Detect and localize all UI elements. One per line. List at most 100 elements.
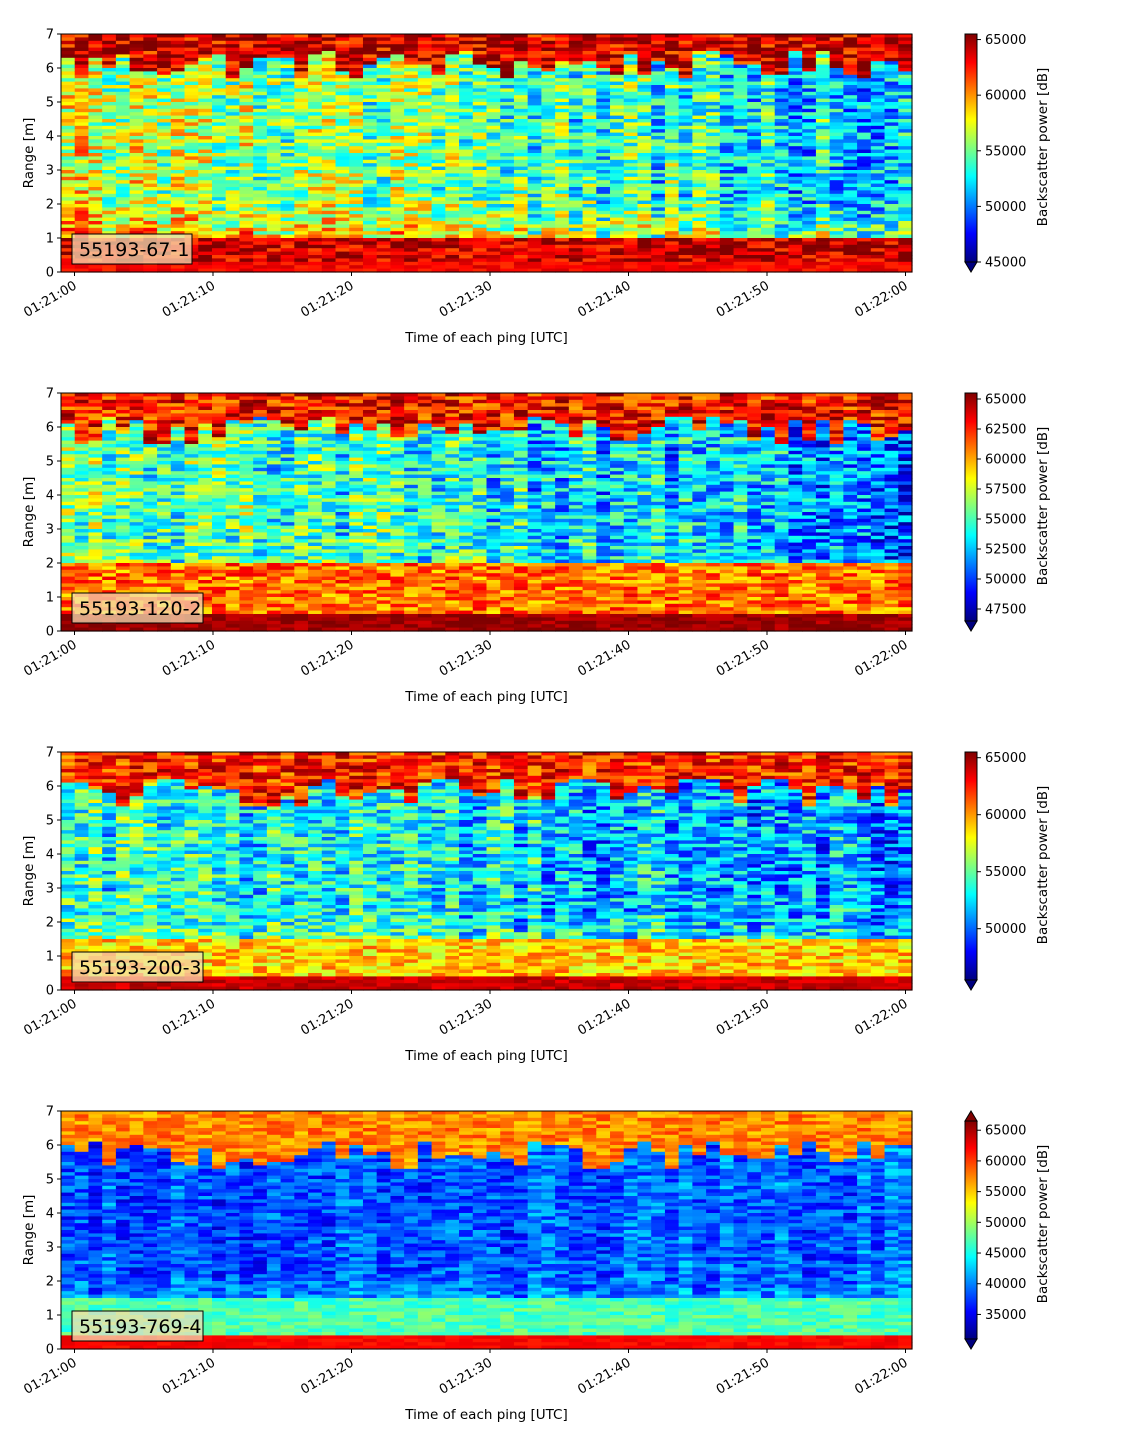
- heatmap-cell: [362, 234, 378, 239]
- heatmap-cell: [459, 44, 474, 49]
- heatmap-cell: [115, 163, 131, 168]
- heatmap-cell: [582, 163, 597, 168]
- heatmap-cell: [651, 108, 666, 113]
- heatmap-cell: [761, 173, 776, 178]
- heatmap-cell: [555, 217, 570, 222]
- heatmap-cell: [527, 54, 543, 59]
- heatmap-cell: [170, 85, 186, 89]
- heatmap-cell: [802, 47, 817, 52]
- heatmap-cell: [651, 207, 666, 212]
- heatmap-cell: [513, 153, 529, 157]
- heatmap-cell: [445, 258, 460, 263]
- heatmap-cell: [706, 156, 721, 161]
- heatmap-cell: [61, 193, 76, 198]
- heatmap-cell: [692, 37, 707, 42]
- heatmap-cell: [486, 244, 501, 249]
- heatmap-cell: [61, 508, 76, 513]
- heatmap-cell: [102, 214, 117, 219]
- heatmap-cell: [623, 98, 639, 103]
- heatmap-cell: [321, 57, 337, 62]
- heatmap-cell: [527, 129, 543, 134]
- heatmap-cell: [459, 81, 474, 86]
- heatmap-cell: [170, 416, 186, 421]
- heatmap-cell: [239, 146, 254, 151]
- heatmap-cell: [88, 122, 103, 127]
- heatmap-cell: [678, 217, 693, 222]
- heatmap-cell: [417, 261, 433, 266]
- heatmap-cell: [802, 105, 817, 110]
- heatmap-cell: [678, 159, 693, 164]
- heatmap-cell: [582, 197, 597, 202]
- heatmap-cell: [802, 210, 817, 215]
- heatmap-cell: [733, 197, 748, 202]
- heatmap-cell: [582, 98, 597, 103]
- heatmap-cell: [623, 47, 639, 52]
- heatmap-cell: [198, 85, 213, 89]
- heatmap-cell: [170, 156, 186, 161]
- heatmap-cell: [472, 139, 488, 144]
- heatmap-cell: [884, 217, 899, 222]
- heatmap-cell: [61, 620, 76, 625]
- heatmap-cell: [266, 112, 282, 117]
- heatmap-cell: [500, 85, 515, 89]
- heatmap-cell: [390, 190, 405, 195]
- heatmap-cell: [774, 105, 790, 110]
- heatmap-cell: [225, 34, 241, 38]
- heatmap-cell: [774, 183, 790, 188]
- heatmap-cell: [184, 51, 199, 55]
- heatmap-cell: [500, 241, 515, 246]
- heatmap-cell: [115, 227, 131, 232]
- heatmap-cell: [308, 108, 323, 113]
- heatmap-cell: [184, 149, 199, 154]
- heatmap-cell: [266, 34, 282, 38]
- heatmap-cell: [788, 146, 803, 151]
- heatmap-cell: [651, 95, 666, 100]
- heatmap-cell: [582, 261, 597, 266]
- heatmap-cell: [239, 227, 254, 232]
- heatmap-cell: [733, 81, 748, 86]
- heatmap-cell: [678, 173, 693, 178]
- heatmap-cell: [637, 265, 652, 270]
- heatmap-cell: [500, 156, 515, 161]
- heatmap-cell: [74, 546, 90, 550]
- heatmap-cell: [129, 51, 144, 55]
- heatmap-cell: [349, 190, 364, 195]
- heatmap-cell: [733, 156, 748, 161]
- heatmap-cell: [376, 44, 392, 49]
- heatmap-cell: [527, 173, 543, 178]
- heatmap-cell: [623, 40, 639, 45]
- heatmap-cell: [459, 37, 474, 42]
- heatmap-cell: [349, 265, 364, 270]
- heatmap-cell: [500, 197, 515, 202]
- heatmap-cell: [555, 183, 570, 188]
- heatmap-cell: [335, 173, 350, 178]
- heatmap-cell: [102, 481, 117, 486]
- heatmap-cell: [486, 125, 501, 130]
- heatmap-cell: [733, 204, 748, 208]
- heatmap-cell: [321, 268, 337, 273]
- heatmap-cell: [88, 200, 103, 205]
- heatmap-cell: [459, 40, 474, 45]
- heatmap-cell: [280, 78, 295, 83]
- heatmap-cell: [74, 64, 90, 69]
- heatmap-cell: [815, 265, 831, 270]
- heatmap-cell: [651, 217, 666, 222]
- heatmap-cell: [486, 170, 501, 174]
- heatmap-cell: [143, 207, 158, 212]
- heatmap-cell: [211, 146, 227, 151]
- heatmap-cell: [335, 88, 350, 93]
- heatmap-cell: [651, 122, 666, 127]
- heatmap-cell: [857, 173, 872, 178]
- heatmap-cell: [486, 200, 501, 205]
- heatmap-cell: [308, 200, 323, 205]
- heatmap-cell: [115, 105, 131, 110]
- heatmap-cell: [102, 102, 117, 106]
- heatmap-cell: [747, 176, 762, 181]
- heatmap-cell: [637, 251, 652, 256]
- heatmap-cell: [129, 95, 144, 100]
- heatmap-cell: [349, 57, 364, 62]
- heatmap-cell: [651, 261, 666, 266]
- heatmap-cell: [74, 115, 90, 120]
- heatmap-cell: [541, 132, 556, 137]
- heatmap-cell: [170, 467, 186, 472]
